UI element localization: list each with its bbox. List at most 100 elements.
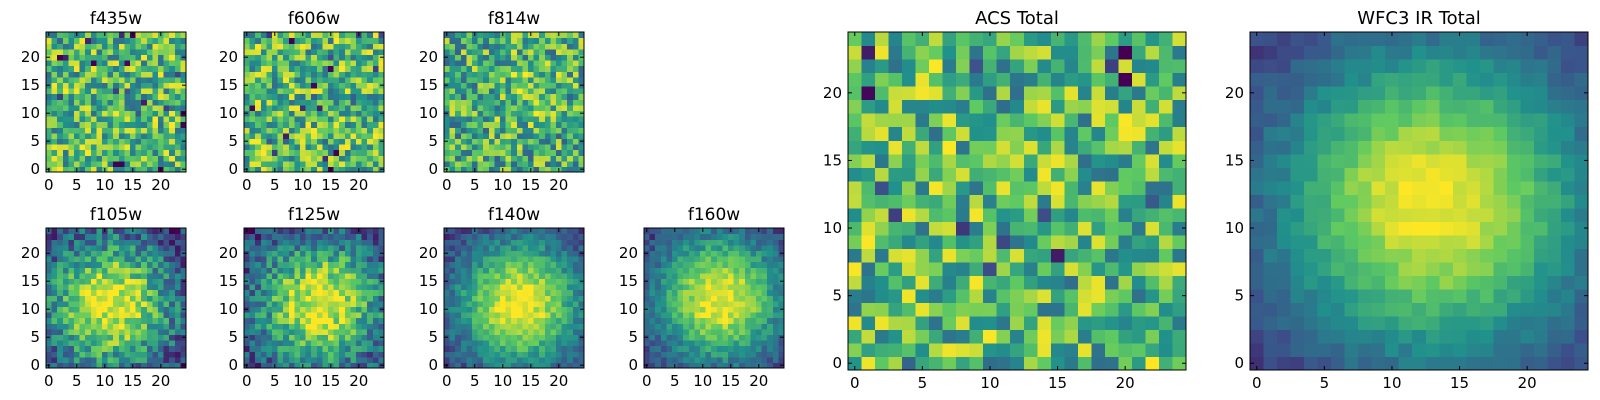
pixel-cell [488, 99, 495, 106]
pixel-cell [118, 250, 125, 257]
pixel-cell [130, 289, 137, 296]
pixel-cell [118, 312, 125, 319]
pixel-cell [996, 261, 1011, 276]
pixel-cell [124, 244, 131, 251]
pixel-cell [444, 284, 451, 291]
pixel-cell [57, 144, 64, 151]
pixel-cell [163, 300, 170, 307]
pixel-cell [260, 166, 267, 173]
pixel-cell [339, 233, 346, 240]
y-tick-label: 20 [21, 48, 40, 66]
pixel-cell [539, 65, 546, 72]
pixel-cell [333, 250, 340, 257]
pixel-cell [356, 155, 363, 162]
pixel-cell [255, 110, 262, 117]
pixel-cell [333, 300, 340, 307]
pixel-cell [666, 261, 673, 268]
pixel-cell [716, 334, 723, 341]
pixel-cell [567, 32, 574, 39]
pixel-cell [113, 121, 120, 128]
pixel-cell [260, 155, 267, 162]
pixel-cell [102, 82, 109, 89]
pixel-cell [135, 272, 142, 279]
pixel-cell [146, 166, 153, 173]
pixel-cell [249, 345, 256, 352]
pixel-cell [169, 132, 176, 139]
pixel-cell [511, 228, 518, 235]
pixel-cell [305, 144, 312, 151]
pixel-cell [739, 306, 746, 313]
pixel-cell [141, 32, 148, 39]
pixel-cell [550, 312, 557, 319]
pixel-cell [649, 284, 656, 291]
pixel-cell [778, 233, 785, 240]
pixel-cell [350, 284, 357, 291]
pixel-cell [152, 116, 159, 123]
pixel-cell [455, 300, 462, 307]
pixel-cell [666, 256, 673, 263]
pixel-cell [544, 239, 551, 246]
pixel-cell [449, 121, 456, 128]
pixel-cell [516, 289, 523, 296]
pixel-cell [750, 295, 757, 302]
pixel-cell [561, 250, 568, 257]
pixel-cell [322, 104, 329, 111]
pixel-cell [511, 132, 518, 139]
pixel-cell [550, 328, 557, 335]
pixel-cell [169, 82, 176, 89]
pixel-cell [750, 334, 757, 341]
pixel-cell [915, 261, 930, 276]
y-tick-label: 20 [219, 48, 238, 66]
pixel-cell [135, 289, 142, 296]
pixel-cell [79, 340, 86, 347]
pixel-cell [255, 340, 262, 347]
pixel-cell [544, 306, 551, 313]
pixel-cell [511, 244, 518, 251]
pixel-cell [288, 340, 295, 347]
pixel-cell [778, 267, 785, 274]
pixel-cell [572, 127, 579, 134]
pixel-cell [655, 267, 662, 274]
pixel-cell [1037, 288, 1052, 303]
pixel-cell [1145, 234, 1160, 249]
y-tick-label: 5 [428, 328, 438, 346]
pixel-cell [350, 99, 357, 106]
pixel-cell [494, 144, 501, 151]
pixel-cell [716, 261, 723, 268]
pixel-cell [561, 295, 568, 302]
x-tick-label: 15 [321, 176, 340, 194]
pixel-cell [929, 221, 944, 236]
pixel-cell [322, 278, 329, 285]
pixel-cell [578, 43, 585, 50]
pixel-cell [333, 60, 340, 67]
pixel-cell [96, 250, 103, 257]
pixel-cell [152, 88, 159, 95]
pixel-cell [500, 239, 507, 246]
pixel-cell [272, 82, 279, 89]
pixel-cell [316, 155, 323, 162]
pixel-cell [113, 110, 120, 117]
pixel-cell [305, 345, 312, 352]
pixel-cell [767, 256, 774, 263]
pixel-cell [118, 328, 125, 335]
pixel-cell [483, 345, 490, 352]
pixel-cell [942, 342, 957, 358]
pixel-cell [561, 272, 568, 279]
pixel-cell [694, 300, 701, 307]
pixel-cell [567, 261, 574, 268]
pixel-cell [152, 267, 159, 274]
pixel-cell [350, 116, 357, 123]
pixel-cell [1172, 248, 1187, 263]
pixel-cell [328, 239, 335, 246]
pixel-cell [466, 300, 473, 307]
pixel-cell [102, 261, 109, 268]
pixel-cell [272, 272, 279, 279]
pixel-cell [561, 71, 568, 78]
pixel-cell [677, 239, 684, 246]
pixel-cell [260, 334, 267, 341]
pixel-cell [305, 267, 312, 274]
pixel-cell [46, 121, 53, 128]
pixel-cell [311, 284, 318, 291]
y-tick-label: 10 [21, 104, 40, 122]
pixel-cell [272, 127, 279, 134]
